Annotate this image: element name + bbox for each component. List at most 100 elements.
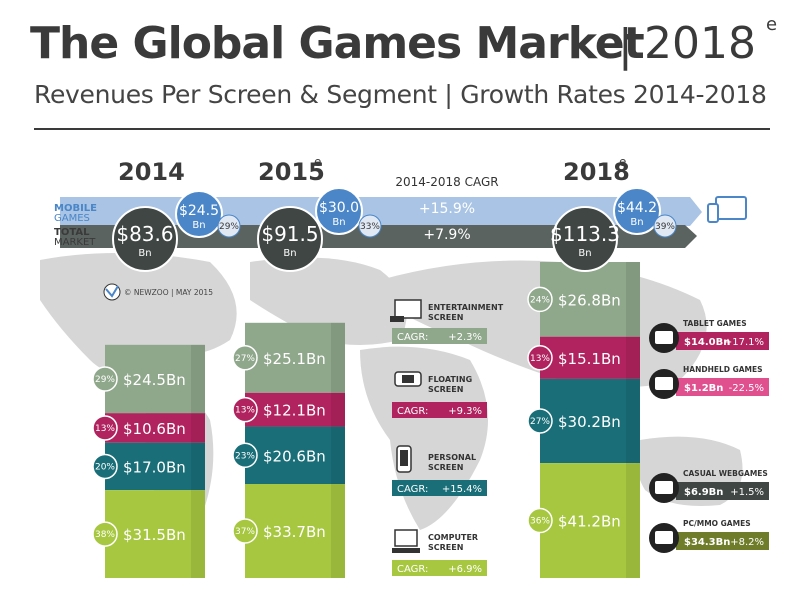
screen-cagr-value: +9.3%	[448, 406, 482, 417]
year-label: 2015	[258, 158, 325, 186]
bar-segment-floating	[105, 413, 205, 443]
segment-cagr: +17.1%	[724, 337, 764, 348]
year-estimate-mark: e	[619, 155, 626, 169]
year-label: 2018	[563, 158, 630, 186]
segment-value: $34.3Bn	[684, 537, 730, 548]
mobile-games-value: $44.2	[617, 200, 657, 216]
share-badge	[92, 521, 118, 547]
total-market-value: $83.6	[116, 222, 173, 246]
bar-value-label: $31.5Bn	[123, 526, 186, 544]
bar-segment-floating	[245, 392, 345, 427]
bar-segment-shade	[191, 490, 205, 578]
bar-segment-shade	[626, 336, 640, 379]
total-market-value: $91.5	[261, 222, 318, 246]
map-landmass	[40, 252, 237, 374]
share-label: 13%	[235, 406, 255, 416]
stacked-bars: 29% $24.5Bn 13% $10.6Bn 20% $17.0Bn 38% $31.5Bn…	[92, 262, 640, 578]
mobile-games-bubble	[315, 187, 363, 235]
value-bubbles: $83.6Bn$24.5Bn 29% $91.5Bn$30.0Bn 33% $113.3…	[112, 187, 677, 272]
legend-total: TOTAL	[54, 227, 90, 238]
page-title: The Global Games Market	[30, 18, 645, 69]
screen-cagr-label: CAGR:	[397, 484, 428, 495]
bar-value-label: $41.2Bn	[558, 513, 621, 531]
mobile-games-bubble	[613, 187, 661, 235]
bar-value-label: $26.8Bn	[558, 291, 621, 309]
bar-segment-computer	[245, 484, 345, 578]
share-badge	[92, 415, 118, 441]
screen-cagr-box	[392, 480, 487, 496]
segment-name: PC/MMO GAMES	[683, 519, 751, 528]
bar-value-label: $17.0Bn	[123, 458, 186, 476]
phone-icon	[396, 445, 412, 473]
screen-name: PERSONAL	[428, 453, 476, 462]
share-badge	[527, 286, 553, 313]
bar-segment-computer	[540, 463, 640, 578]
bar-value-label: $25.1Bn	[263, 350, 326, 368]
legend-mobile: MOBILE	[54, 203, 97, 214]
bar-segment-shade	[191, 413, 205, 443]
bar-segment-shade	[191, 442, 205, 491]
share-label: 38%	[95, 530, 115, 540]
share-badge	[92, 366, 118, 392]
bar-value-label: $10.6Bn	[123, 420, 186, 438]
share-label: 13%	[530, 354, 550, 364]
computer-icon	[392, 529, 420, 553]
mobile-games-value: $24.5	[179, 203, 219, 219]
screen-cagr-label: CAGR:	[397, 406, 428, 417]
tablet-icon	[649, 323, 679, 353]
tablet-phone-icon	[707, 196, 747, 223]
segment-cagr: +8.2%	[730, 537, 764, 548]
segment-value-box	[676, 482, 769, 500]
mobile-games-unit: Bn	[630, 217, 643, 228]
title-year: 2018	[644, 18, 756, 69]
bar-value-label: $24.5Bn	[123, 371, 186, 389]
year-label: 2014	[118, 158, 185, 186]
segment-value: $6.9Bn	[684, 487, 723, 498]
handheld-console-icon	[649, 369, 679, 399]
cagr-mobile: +15.9%	[419, 201, 475, 217]
share-label: 37%	[235, 527, 255, 537]
year-estimate-mark: e	[314, 155, 321, 169]
share-label: 20%	[95, 462, 115, 472]
bar-value-label: $12.1Bn	[263, 402, 326, 420]
bar-value-label: $15.1Bn	[558, 350, 621, 368]
total-market-unit: Bn	[138, 248, 151, 259]
share-label: 24%	[530, 295, 550, 305]
screen-cagr-label: CAGR:	[397, 332, 428, 343]
share-badge	[232, 396, 258, 423]
share-label: 27%	[530, 417, 550, 427]
bar-value-label: $33.7Bn	[263, 523, 326, 541]
screen-cagr-box	[392, 402, 487, 418]
title-separator: |	[618, 20, 633, 71]
mobile-games-value: $30.0	[319, 200, 359, 216]
bar-segment-shade	[331, 322, 345, 393]
screen-name: COMPUTER	[428, 533, 478, 542]
mobile-share-label: 39%	[655, 222, 675, 232]
screen-name-sub: SCREEN	[428, 463, 463, 472]
bar-value-label: $30.2Bn	[558, 413, 621, 431]
total-market-bubble	[257, 206, 323, 272]
bar-segment-shade	[626, 463, 640, 578]
segment-value-box	[676, 332, 769, 350]
title-estimate-mark: e	[766, 14, 778, 35]
mobile-share-badge	[358, 214, 382, 238]
share-badge	[232, 518, 258, 544]
screen-cagr-label: CAGR:	[397, 564, 428, 575]
share-badge	[527, 408, 553, 434]
page-subtitle: Revenues Per Screen & Segment | Growth R…	[34, 80, 767, 109]
share-badge	[232, 442, 258, 469]
segment-value: $1.2Bn	[684, 383, 723, 394]
legend-mobile-sub: GAMES	[54, 213, 90, 224]
segment-name: TABLET GAMES	[683, 319, 747, 328]
screen-cagr-value: +6.9%	[448, 564, 482, 575]
bar-segment-floating	[540, 336, 640, 379]
casual-web-icon	[649, 473, 679, 503]
total-market-unit: Bn	[578, 248, 591, 259]
bar-segment-entertainment	[105, 344, 205, 414]
segment-name: HANDHELD GAMES	[683, 365, 763, 374]
mobile-games-bubble	[175, 190, 223, 238]
mobile-games-unit: Bn	[192, 220, 205, 231]
bar-segment-shade	[331, 426, 345, 485]
